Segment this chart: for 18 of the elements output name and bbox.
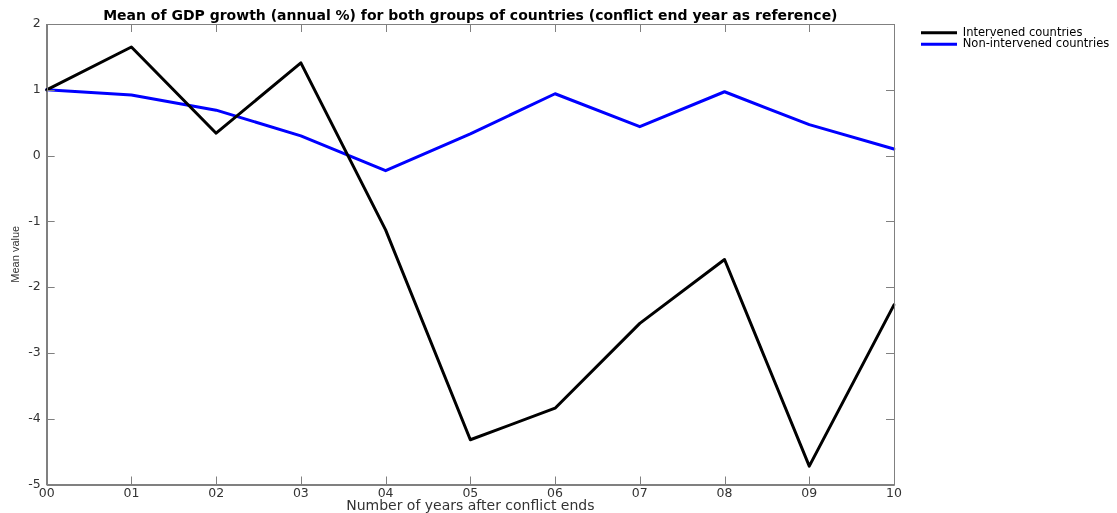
x-tick-label: 02	[208, 485, 225, 500]
y-tick-label: 0	[32, 146, 41, 162]
legend-label: Non-intervened countries	[962, 36, 1110, 51]
x-tick-label: 03	[292, 485, 309, 500]
y-tick-label: 2	[32, 15, 41, 31]
y-tick-label: -2	[28, 278, 41, 294]
y-axis-title: Mean value	[8, 225, 21, 283]
x-tick-label: 10	[886, 485, 902, 500]
y-tick-label: -1	[28, 212, 41, 228]
x-tick-label: 09	[801, 485, 818, 500]
y-tick-label: -4	[28, 409, 41, 425]
x-tick-label: 01	[123, 485, 140, 500]
y-tick-label: -5	[28, 475, 41, 491]
x-tick-label: 08	[716, 485, 733, 500]
x-tick-label: 07	[631, 485, 648, 500]
chart-title: Mean of GDP growth (annual %) for both groups of countries (conflict end year as reference)	[103, 6, 838, 23]
y-tick-label: 1	[32, 81, 41, 97]
y-tick-label: -3	[28, 344, 41, 360]
